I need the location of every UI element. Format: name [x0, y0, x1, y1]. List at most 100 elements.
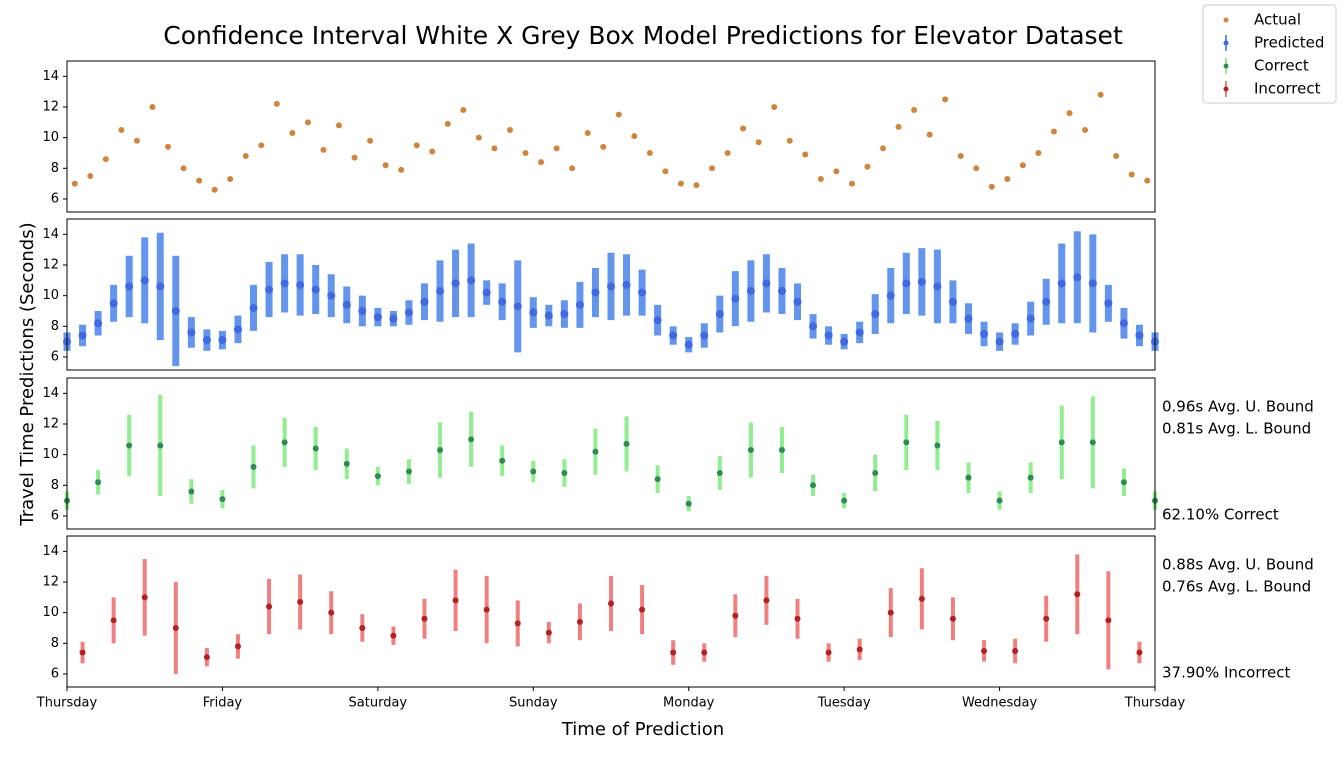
point: [948, 297, 957, 306]
point: [296, 280, 305, 289]
point: [233, 325, 242, 334]
scatter-point: [87, 172, 94, 179]
point: [560, 310, 569, 319]
point: [389, 314, 398, 323]
point: [156, 282, 165, 291]
legend-marker: [1223, 17, 1229, 23]
point: [622, 280, 631, 289]
point: [638, 288, 647, 297]
point: [1105, 617, 1112, 624]
point: [499, 457, 506, 464]
point: [187, 328, 196, 337]
y-tick-label: 6: [51, 191, 59, 206]
point: [342, 300, 351, 309]
point: [172, 624, 179, 631]
legend-label: Incorrect: [1254, 80, 1321, 98]
scatter-point: [1113, 153, 1120, 160]
legend-label: Predicted: [1254, 34, 1324, 52]
scatter-point: [258, 142, 265, 149]
scatter-point: [755, 139, 762, 146]
axes-frame: [66, 377, 1156, 530]
point: [203, 654, 210, 661]
point: [670, 649, 677, 656]
scatter-point: [211, 186, 218, 193]
y-tick-label: 12: [42, 99, 59, 114]
point: [1058, 439, 1065, 446]
point: [280, 279, 289, 288]
point: [436, 287, 445, 296]
x-tick-label: Thursday: [36, 696, 98, 711]
point: [266, 603, 273, 610]
scatter-point: [848, 180, 855, 187]
point: [933, 282, 942, 291]
point: [747, 447, 754, 454]
point: [1073, 273, 1082, 282]
point: [561, 470, 568, 477]
point: [421, 615, 428, 622]
point: [358, 306, 367, 315]
scatter-point: [273, 100, 280, 107]
legend-label: Actual: [1254, 11, 1301, 29]
scatter-point: [1050, 128, 1057, 135]
point: [1011, 329, 1020, 338]
point: [452, 597, 459, 604]
point: [79, 649, 86, 656]
point: [669, 331, 678, 340]
point: [1074, 591, 1081, 598]
point: [1135, 331, 1144, 340]
point: [1043, 615, 1050, 622]
scatter-point: [553, 145, 560, 152]
point: [855, 328, 864, 337]
legend-marker: [1223, 63, 1229, 69]
scatter-point: [693, 182, 700, 189]
point: [995, 337, 1004, 346]
scatter-point: [460, 107, 467, 114]
scatter-point: [817, 176, 824, 183]
scatter-point: [118, 126, 125, 133]
point: [934, 442, 941, 449]
axes-frame: [66, 218, 1156, 371]
x-tick-label: Saturday: [349, 696, 408, 711]
point: [763, 597, 770, 604]
scatter-point: [444, 120, 451, 127]
y-axis-label: Travel Time Predictions (Seconds): [17, 222, 38, 526]
point: [1027, 474, 1034, 481]
point: [810, 482, 817, 489]
point: [312, 445, 319, 452]
y-tick-label: 12: [42, 257, 59, 272]
y-tick-label: 10: [42, 130, 59, 145]
point: [311, 285, 320, 294]
point: [903, 439, 910, 446]
point: [731, 294, 740, 303]
scatter-point: [709, 165, 716, 172]
scatter-point: [1097, 91, 1104, 98]
y-tick-label: 12: [42, 574, 59, 589]
point: [126, 442, 133, 449]
point: [591, 288, 600, 297]
x-tick-label: Friday: [203, 696, 243, 711]
scatter-point: [382, 162, 389, 169]
point: [965, 474, 972, 481]
y-tick-label: 8: [51, 478, 59, 493]
scatter-point: [522, 149, 529, 156]
scatter-point: [957, 153, 964, 160]
point: [608, 600, 614, 607]
x-tick-label: Sunday: [509, 696, 558, 711]
point: [653, 316, 662, 325]
point: [390, 632, 397, 639]
point: [265, 285, 274, 294]
scatter-point: [880, 145, 886, 152]
point: [483, 606, 490, 613]
scatter-point: [367, 137, 374, 144]
point: [171, 306, 180, 315]
scatter-point: [102, 156, 109, 163]
scatter-point: [677, 180, 684, 187]
scatter-point: [864, 163, 871, 170]
scatter-point: [289, 130, 296, 137]
point: [218, 336, 227, 345]
point: [592, 448, 599, 455]
y-tick-label: 12: [42, 416, 59, 431]
scatter-point: [1019, 162, 1026, 169]
y-tick-label: 6: [51, 666, 59, 681]
legend-label: Correct: [1254, 57, 1309, 75]
